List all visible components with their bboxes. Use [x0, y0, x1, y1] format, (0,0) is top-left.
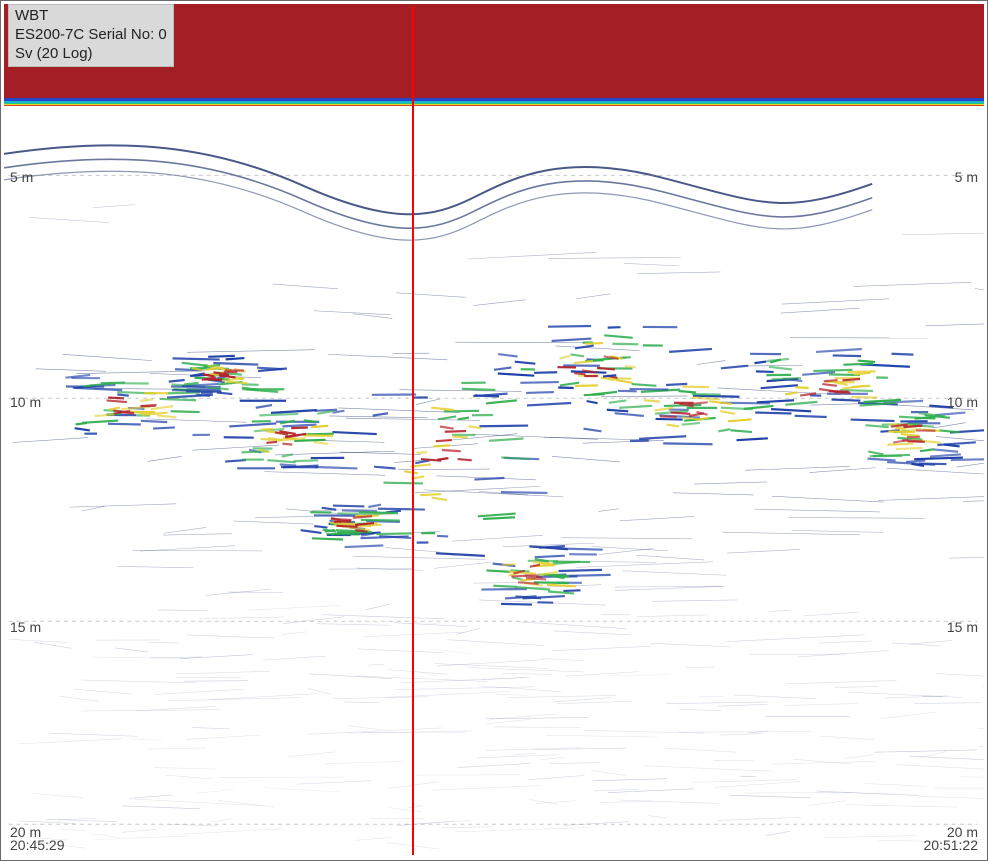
echogram-viewport[interactable]: 5 m5 m10 m10 m15 m15 m20 m20 m WBT ES200…	[4, 4, 984, 857]
echogram-window: 5 m5 m10 m10 m15 m15 m20 m20 m WBT ES200…	[0, 0, 988, 861]
surface-band	[4, 96, 984, 106]
info-line-datatype: Sv (20 Log)	[15, 45, 167, 64]
echogram-svg	[4, 106, 984, 857]
echogram-canvas[interactable]	[4, 106, 984, 857]
ping-cursor[interactable]	[412, 6, 414, 855]
channel-info-box: WBT ES200-7C Serial No: 0 Sv (20 Log)	[8, 4, 174, 67]
info-line-transceiver: WBT	[15, 7, 167, 26]
info-line-transducer: ES200-7C Serial No: 0	[15, 26, 167, 45]
